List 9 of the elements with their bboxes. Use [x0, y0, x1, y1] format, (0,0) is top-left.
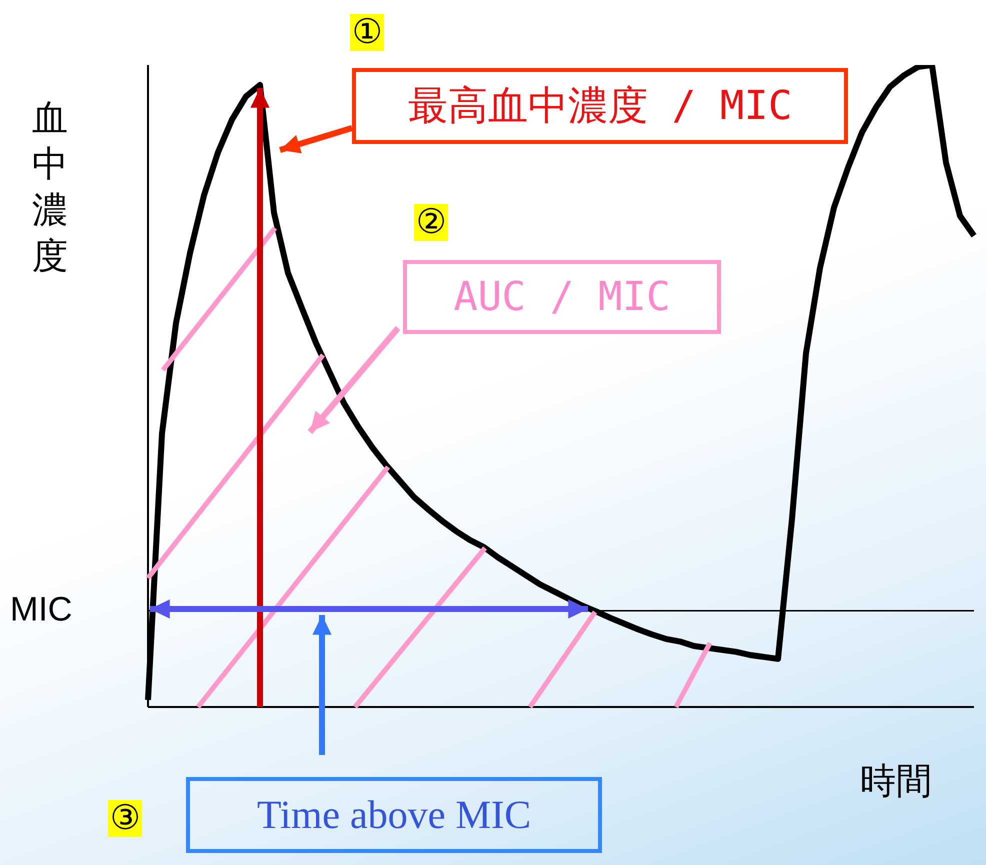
x-axis-title: 時間 — [860, 759, 932, 803]
text: ③ — [108, 799, 142, 838]
annotation: 最高血中濃度 / MIC — [352, 68, 848, 144]
text: ① — [350, 13, 384, 52]
y-axis-title: 血中濃度 — [31, 96, 69, 278]
ref-line-label: MIC — [10, 590, 72, 629]
text: Time above MIC — [186, 777, 602, 853]
annotation: ② — [414, 203, 448, 242]
annotation: AUC / MIC — [403, 260, 721, 334]
